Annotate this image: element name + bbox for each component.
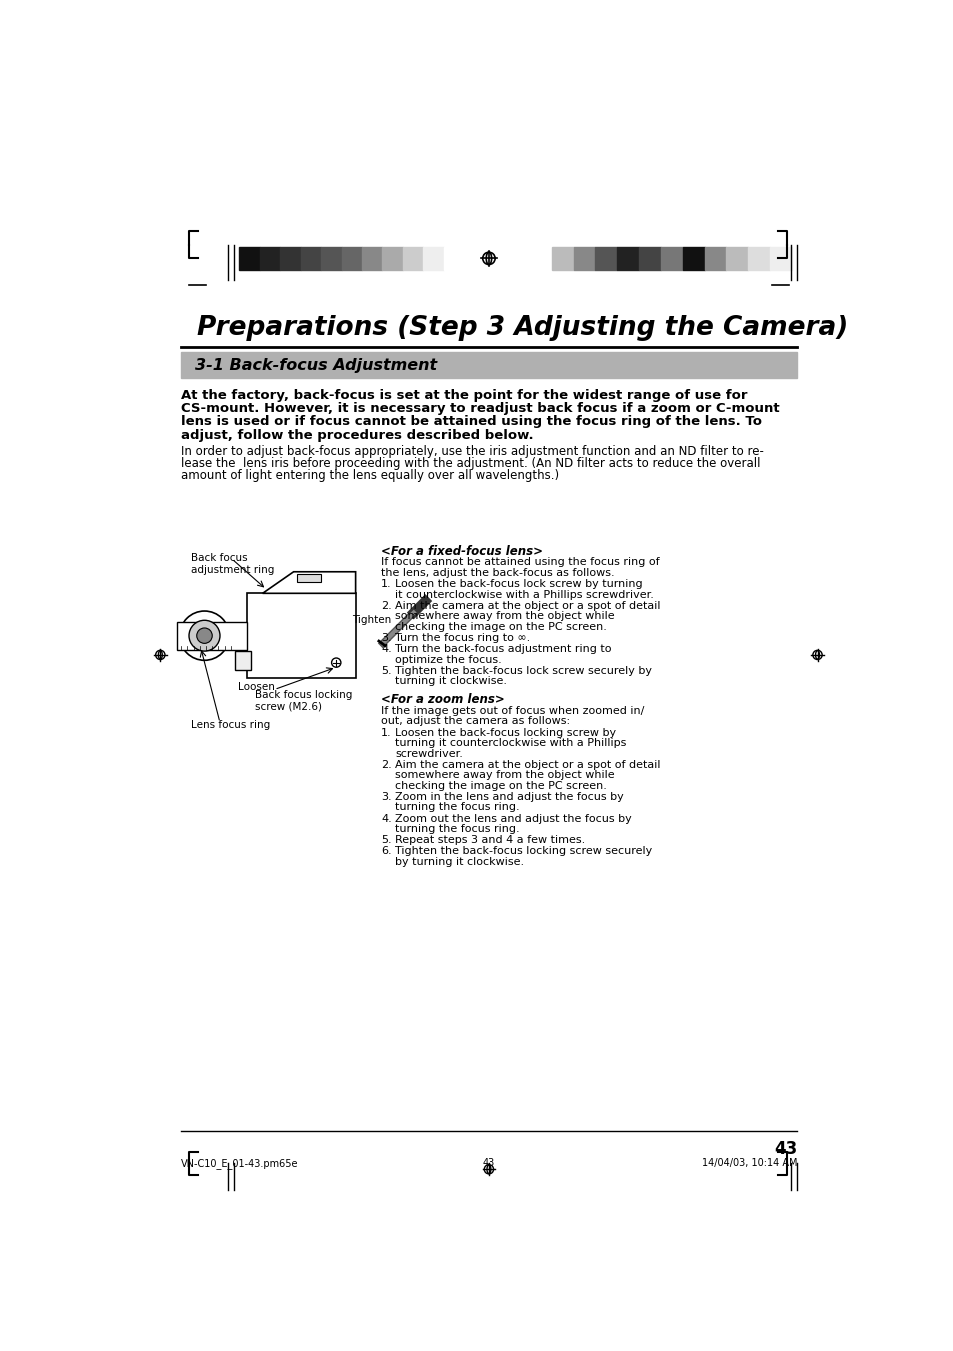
Text: 1.: 1.: [381, 580, 392, 589]
Bar: [247, 593, 355, 678]
Bar: [341, 247, 361, 270]
Bar: [297, 574, 320, 582]
Text: 3.: 3.: [381, 792, 392, 802]
Bar: [300, 247, 321, 270]
Bar: [660, 247, 682, 270]
Text: somewhere away from the object while: somewhere away from the object while: [395, 770, 614, 781]
Text: 3.: 3.: [381, 634, 392, 643]
Bar: [177, 621, 247, 650]
Text: Tighten the back-focus lock screw securely by: Tighten the back-focus lock screw secure…: [395, 666, 652, 676]
Bar: [181, 353, 797, 378]
Circle shape: [189, 620, 220, 651]
Text: In order to adjust back-focus appropriately, use the iris adjustment function an: In order to adjust back-focus appropriat…: [181, 446, 763, 458]
Bar: [321, 247, 341, 270]
Polygon shape: [262, 571, 355, 593]
Text: 5.: 5.: [381, 666, 392, 676]
Text: 3-1 Back-focus Adjustment: 3-1 Back-focus Adjustment: [195, 358, 436, 373]
Text: Tighten the back-focus locking screw securely: Tighten the back-focus locking screw sec…: [395, 846, 652, 857]
Bar: [617, 247, 639, 270]
Text: 2.: 2.: [381, 761, 392, 770]
Text: Loosen the back-focus lock screw by turning: Loosen the back-focus lock screw by turn…: [395, 580, 642, 589]
Text: Turn the back-focus adjustment ring to: Turn the back-focus adjustment ring to: [395, 644, 611, 654]
Bar: [443, 247, 464, 270]
Text: <For a fixed-focus lens>: <For a fixed-focus lens>: [381, 544, 542, 558]
Bar: [639, 247, 660, 270]
Text: <For a zoom lens>: <For a zoom lens>: [381, 693, 504, 707]
Text: 2.: 2.: [381, 601, 392, 611]
Text: Lens focus ring: Lens focus ring: [191, 720, 270, 731]
Text: Zoom in the lens and adjust the focus by: Zoom in the lens and adjust the focus by: [395, 792, 623, 802]
Text: Zoom out the lens and adjust the focus by: Zoom out the lens and adjust the focus b…: [395, 813, 631, 824]
Text: the lens, adjust the back-focus as follows.: the lens, adjust the back-focus as follo…: [381, 567, 614, 577]
Text: VN-C10_E_01-43.pm65e: VN-C10_E_01-43.pm65e: [181, 1158, 298, 1169]
Bar: [239, 247, 259, 270]
Text: lens is used or if focus cannot be attained using the focus ring of the lens. To: lens is used or if focus cannot be attai…: [181, 416, 761, 428]
Text: amount of light entering the lens equally over all wavelengths.): amount of light entering the lens equall…: [181, 469, 558, 481]
Text: Tighten: Tighten: [352, 615, 391, 626]
Bar: [402, 247, 423, 270]
Text: turning it counterclockwise with a Phillips: turning it counterclockwise with a Phill…: [395, 739, 626, 748]
Text: adjust, follow the procedures described below.: adjust, follow the procedures described …: [181, 428, 534, 442]
Text: CS-mount. However, it is necessary to readjust back focus if a zoom or C-mount: CS-mount. However, it is necessary to re…: [181, 403, 779, 415]
Bar: [259, 247, 280, 270]
Text: checking the image on the PC screen.: checking the image on the PC screen.: [395, 621, 606, 632]
Bar: [682, 247, 704, 270]
Text: 43: 43: [482, 1158, 495, 1167]
Text: Turn the focus ring to ∞.: Turn the focus ring to ∞.: [395, 634, 530, 643]
Text: optimize the focus.: optimize the focus.: [395, 654, 501, 665]
Text: At the factory, back-focus is set at the point for the widest range of use for: At the factory, back-focus is set at the…: [181, 389, 747, 403]
Text: Back focus locking
screw (M2.6): Back focus locking screw (M2.6): [254, 689, 352, 711]
Text: 4.: 4.: [381, 813, 392, 824]
Text: 6.: 6.: [381, 846, 392, 857]
Text: Repeat steps 3 and 4 a few times.: Repeat steps 3 and 4 a few times.: [395, 835, 585, 846]
Text: somewhere away from the object while: somewhere away from the object while: [395, 612, 614, 621]
Text: 5.: 5.: [381, 835, 392, 846]
Text: 14/04/03, 10:14 AM: 14/04/03, 10:14 AM: [701, 1158, 797, 1167]
Bar: [423, 247, 443, 270]
Bar: [747, 247, 769, 270]
Bar: [725, 247, 747, 270]
Bar: [595, 247, 617, 270]
Text: Aim the camera at the object or a spot of detail: Aim the camera at the object or a spot o…: [395, 601, 660, 611]
Text: out, adjust the camera as follows:: out, adjust the camera as follows:: [381, 716, 570, 725]
Text: If focus cannot be attained using the focus ring of: If focus cannot be attained using the fo…: [381, 557, 659, 567]
Bar: [704, 247, 725, 270]
Circle shape: [196, 628, 212, 643]
Text: Preparations (Step 3 Adjusting the Camera): Preparations (Step 3 Adjusting the Camer…: [196, 315, 847, 340]
Bar: [551, 247, 573, 270]
Bar: [280, 247, 300, 270]
Text: 43: 43: [773, 1140, 797, 1158]
Text: If the image gets out of focus when zoomed in/: If the image gets out of focus when zoom…: [381, 705, 644, 716]
Text: turning the focus ring.: turning the focus ring.: [395, 824, 519, 834]
Bar: [382, 247, 402, 270]
Text: turning the focus ring.: turning the focus ring.: [395, 802, 519, 812]
Text: lease the  lens iris before proceeding with the adjustment. (An ND filter acts t: lease the lens iris before proceeding wi…: [181, 457, 760, 470]
Text: screwdriver.: screwdriver.: [395, 748, 462, 759]
Text: Back focus
adjustment ring: Back focus adjustment ring: [191, 554, 274, 576]
Bar: [769, 247, 791, 270]
Text: Loosen the back-focus locking screw by: Loosen the back-focus locking screw by: [395, 728, 616, 738]
Text: by turning it clockwise.: by turning it clockwise.: [395, 857, 524, 866]
Text: Aim the camera at the object or a spot of detail: Aim the camera at the object or a spot o…: [395, 761, 660, 770]
Bar: [361, 247, 382, 270]
Bar: [235, 651, 251, 670]
Bar: [573, 247, 595, 270]
Text: it counterclockwise with a Phillips screwdriver.: it counterclockwise with a Phillips scre…: [395, 590, 654, 600]
Text: turning it clockwise.: turning it clockwise.: [395, 676, 507, 686]
Circle shape: [179, 611, 229, 661]
Text: 1.: 1.: [381, 728, 392, 738]
Circle shape: [332, 658, 340, 667]
Text: Loosen: Loosen: [237, 682, 274, 692]
Text: 4.: 4.: [381, 644, 392, 654]
Text: checking the image on the PC screen.: checking the image on the PC screen.: [395, 781, 606, 790]
